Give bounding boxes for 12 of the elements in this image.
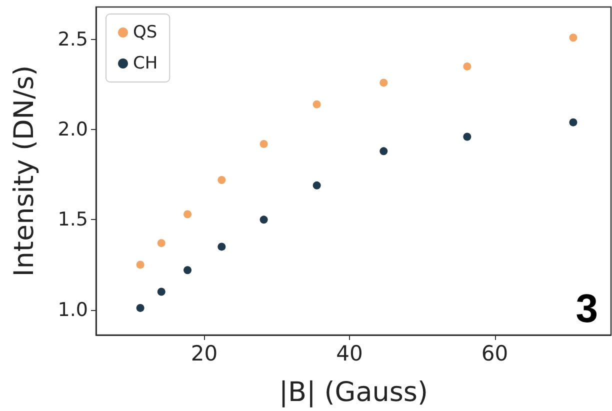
y-tick-label: 1.0 [58, 298, 88, 321]
legend-label: QS [133, 22, 158, 42]
y-tick-label: 1.5 [58, 208, 88, 231]
x-tick-label: 40 [336, 342, 363, 366]
y-axis-title: Intensity (DN/s) [9, 65, 40, 277]
y-tick-label: 2.0 [58, 118, 88, 141]
x-tick-label: 60 [481, 342, 508, 366]
legend-label: CH [133, 54, 158, 74]
x-axis-title: |B| (Gauss) [278, 377, 428, 408]
y-tick-label: 2.5 [58, 28, 88, 50]
annotation: 3 [576, 287, 598, 331]
x-tick-label: 20 [190, 342, 218, 366]
